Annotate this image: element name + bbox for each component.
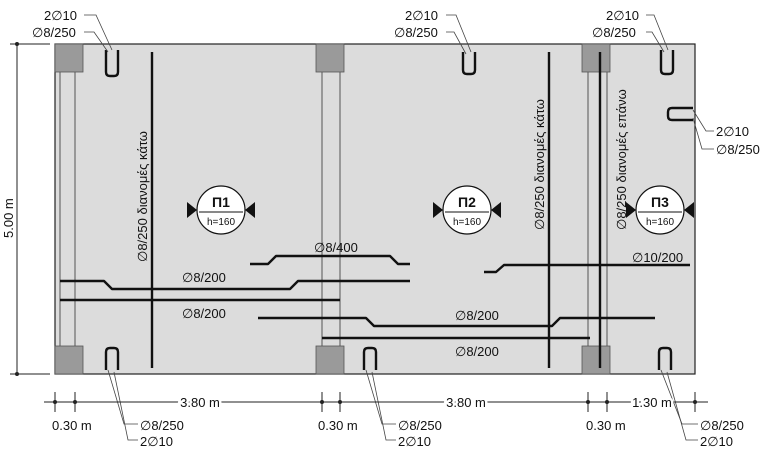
label-p1-bottom-1: ∅8/200 (182, 270, 226, 285)
callout-right: 2∅10 ∅8/250 (692, 109, 760, 157)
slab-name: Π3 (651, 194, 669, 210)
span-dimension: 1.30 m (632, 395, 672, 410)
slab-height: h=160 (646, 217, 675, 228)
u-bar (461, 52, 477, 76)
height-dimension: 5.00 m (1, 198, 16, 238)
column (581, 43, 611, 73)
span-dimension: 3.80 m (446, 395, 486, 410)
callout-stirrups: ∅8/250 (398, 418, 442, 433)
callout-stirrups: ∅8/250 (32, 25, 76, 40)
callouts-top: 2∅10 ∅8/250 2∅10 ∅8/250 2∅10 ∅8/250 (32, 8, 669, 55)
dimension-vertical: 5.00 m (1, 42, 50, 376)
label-dist-top-p3: ∅8/250 διανομές επάνω (614, 89, 629, 230)
slab-height: h=160 (453, 217, 482, 228)
label-dist-bottom-p1: ∅8/250 διανομές κάτω (135, 131, 150, 262)
column (315, 345, 345, 375)
callout-stirrups: ∅8/250 (140, 418, 184, 433)
column (54, 43, 84, 73)
u-bar (659, 50, 675, 76)
callout-bars: 2∅10 (44, 8, 77, 23)
slab-name: Π2 (458, 194, 476, 210)
label-p2-bottom-2: ∅8/200 (455, 344, 499, 359)
slab-tag-p2: Π2 h=160 (433, 185, 501, 235)
slab-tag-p3: Π3 h=160 (626, 185, 694, 235)
callouts-bottom: ∅8/250 2∅10 ∅8/250 2∅10 ∅8/250 2∅10 (107, 369, 744, 449)
support-dimension: 0.30 m (52, 418, 92, 433)
callout-stirrups: ∅8/250 (700, 418, 744, 433)
support-dimension: 0.30 m (318, 418, 358, 433)
columns (54, 43, 611, 375)
dimension-horizontal: 3.80 m 3.80 m 1.30 m 0.30 m 0.30 m 0.30 … (44, 392, 708, 433)
slab-name: Π1 (212, 194, 230, 210)
label-dist-bottom-p2: ∅8/250 διανομές κάτω (532, 99, 547, 230)
callout-bars: 2∅10 (405, 8, 438, 23)
main-bars (60, 254, 690, 340)
callout-bars: 2∅10 (398, 434, 431, 449)
label-top-mid: ∅8/400 (314, 240, 358, 255)
slab-tag-p1: Π1 h=160 (187, 185, 255, 235)
u-bar (666, 106, 693, 122)
u-bar (104, 346, 120, 370)
callout-stirrups: ∅8/250 (394, 25, 438, 40)
u-bar (362, 346, 378, 370)
column (581, 345, 611, 375)
u-bar (657, 346, 673, 370)
callout-stirrups: ∅8/250 (716, 142, 760, 157)
column (315, 43, 345, 73)
callout-bars: 2∅10 (606, 8, 639, 23)
callout-bars: 2∅10 (140, 434, 173, 449)
distribution-bars (150, 52, 602, 368)
label-p3-bottom: ∅10/200 (632, 250, 683, 265)
label-p1-bottom-2: ∅8/200 (182, 306, 226, 321)
callout-stirrups: ∅8/250 (592, 25, 636, 40)
support-dimension: 0.30 m (586, 418, 626, 433)
u-bar (104, 50, 120, 78)
label-p2-bottom-1: ∅8/200 (455, 308, 499, 323)
stirrup-symbols (104, 50, 693, 370)
slab-height: h=160 (207, 217, 236, 228)
callout-bars: 2∅10 (700, 434, 733, 449)
column (54, 345, 84, 375)
span-dimension: 3.80 m (180, 395, 220, 410)
callout-bars: 2∅10 (716, 124, 749, 139)
